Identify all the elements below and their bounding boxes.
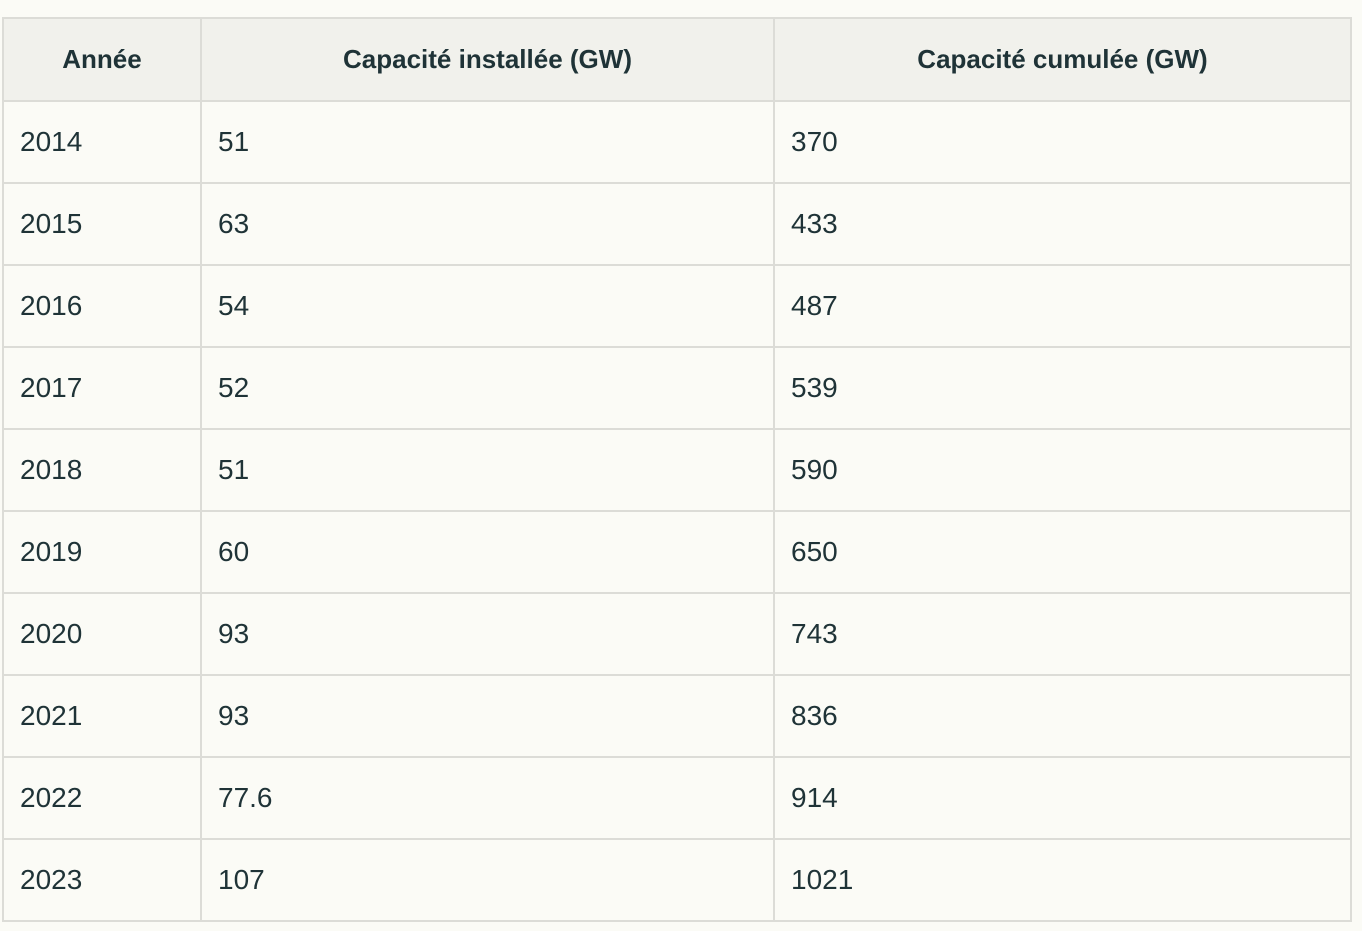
data-table-container: Année Capacité installée (GW) Capacité c…	[2, 17, 1352, 922]
table-row: 2021 93 836	[2, 674, 1352, 758]
table-row: 2015 63 433	[2, 182, 1352, 266]
header-cell-capacite-cumulee: Capacité cumulée (GW)	[773, 17, 1352, 102]
table-header: Année Capacité installée (GW) Capacité c…	[2, 17, 1352, 102]
cell-capacite-installee: 51	[200, 100, 775, 184]
table-row: 2023 107 1021	[2, 838, 1352, 922]
cell-capacite-cumulee: 433	[773, 182, 1352, 266]
table-row: 2014 51 370	[2, 100, 1352, 184]
cell-capacite-cumulee: 1021	[773, 838, 1352, 922]
cell-capacite-installee: 60	[200, 510, 775, 594]
cell-annee: 2021	[2, 674, 202, 758]
table-row: 2018 51 590	[2, 428, 1352, 512]
header-cell-capacite-installee: Capacité installée (GW)	[200, 17, 775, 102]
cell-annee: 2015	[2, 182, 202, 266]
table-body: 2014 51 370 2015 63 433 2016 54 487 2017…	[2, 100, 1352, 922]
table-row: 2019 60 650	[2, 510, 1352, 594]
cell-capacite-cumulee: 914	[773, 756, 1352, 840]
cell-capacite-installee: 54	[200, 264, 775, 348]
cell-capacite-installee: 52	[200, 346, 775, 430]
table-row: 2016 54 487	[2, 264, 1352, 348]
table-row: 2022 77.6 914	[2, 756, 1352, 840]
cell-capacite-cumulee: 743	[773, 592, 1352, 676]
cell-capacite-cumulee: 650	[773, 510, 1352, 594]
cell-annee: 2023	[2, 838, 202, 922]
cell-annee: 2016	[2, 264, 202, 348]
cell-annee: 2019	[2, 510, 202, 594]
cell-annee: 2022	[2, 756, 202, 840]
cell-capacite-cumulee: 370	[773, 100, 1352, 184]
cell-capacite-cumulee: 590	[773, 428, 1352, 512]
cell-annee: 2020	[2, 592, 202, 676]
cell-capacite-installee: 63	[200, 182, 775, 266]
cell-capacite-installee: 93	[200, 674, 775, 758]
capacity-table: Année Capacité installée (GW) Capacité c…	[2, 17, 1352, 922]
cell-capacite-installee: 107	[200, 838, 775, 922]
cell-annee: 2014	[2, 100, 202, 184]
cell-annee: 2017	[2, 346, 202, 430]
cell-capacite-cumulee: 539	[773, 346, 1352, 430]
table-row: 2020 93 743	[2, 592, 1352, 676]
table-row: 2017 52 539	[2, 346, 1352, 430]
cell-annee: 2018	[2, 428, 202, 512]
cell-capacite-cumulee: 487	[773, 264, 1352, 348]
cell-capacite-cumulee: 836	[773, 674, 1352, 758]
cell-capacite-installee: 93	[200, 592, 775, 676]
header-row: Année Capacité installée (GW) Capacité c…	[2, 17, 1352, 102]
cell-capacite-installee: 51	[200, 428, 775, 512]
header-cell-annee: Année	[2, 17, 202, 102]
cell-capacite-installee: 77.6	[200, 756, 775, 840]
